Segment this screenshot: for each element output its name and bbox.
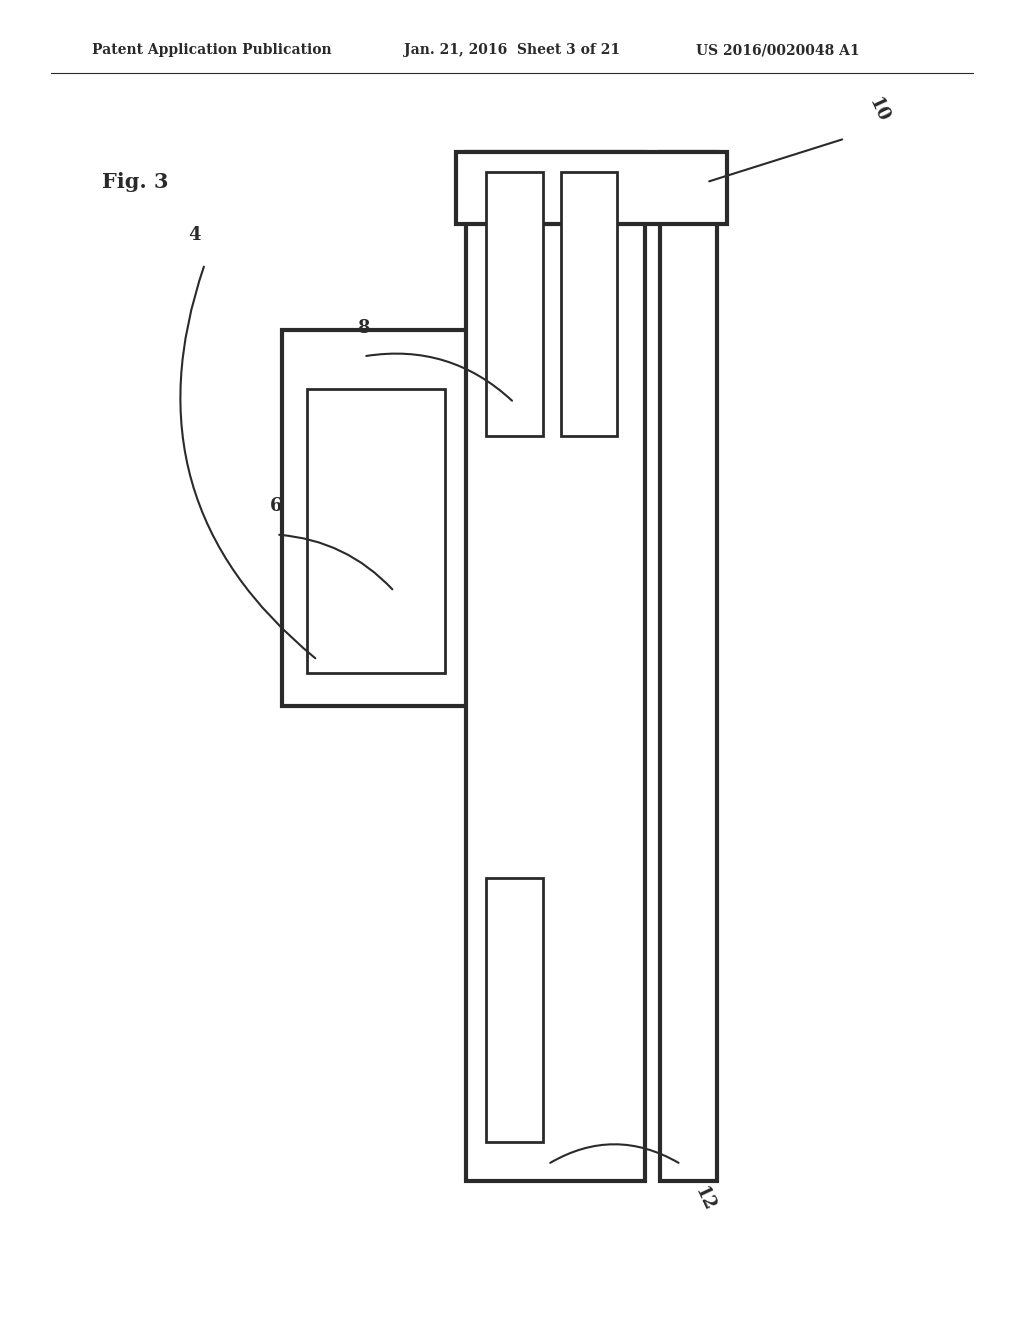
Bar bbox=[660, 152, 717, 1181]
Text: Jan. 21, 2016  Sheet 3 of 21: Jan. 21, 2016 Sheet 3 of 21 bbox=[404, 44, 621, 57]
Text: 10: 10 bbox=[865, 95, 892, 125]
Bar bbox=[456, 152, 727, 224]
Bar bbox=[486, 878, 543, 1142]
Bar bbox=[561, 172, 617, 436]
Text: Patent Application Publication: Patent Application Publication bbox=[92, 44, 332, 57]
Text: Fig. 3: Fig. 3 bbox=[102, 172, 169, 193]
Text: 4: 4 bbox=[188, 226, 201, 244]
Text: 8: 8 bbox=[357, 318, 370, 337]
Bar bbox=[466, 152, 645, 1181]
Text: US 2016/0020048 A1: US 2016/0020048 A1 bbox=[696, 44, 860, 57]
Text: 12: 12 bbox=[691, 1184, 718, 1214]
Bar bbox=[307, 389, 445, 673]
Bar bbox=[486, 172, 543, 436]
Text: 6: 6 bbox=[270, 496, 283, 515]
Bar bbox=[282, 330, 481, 706]
